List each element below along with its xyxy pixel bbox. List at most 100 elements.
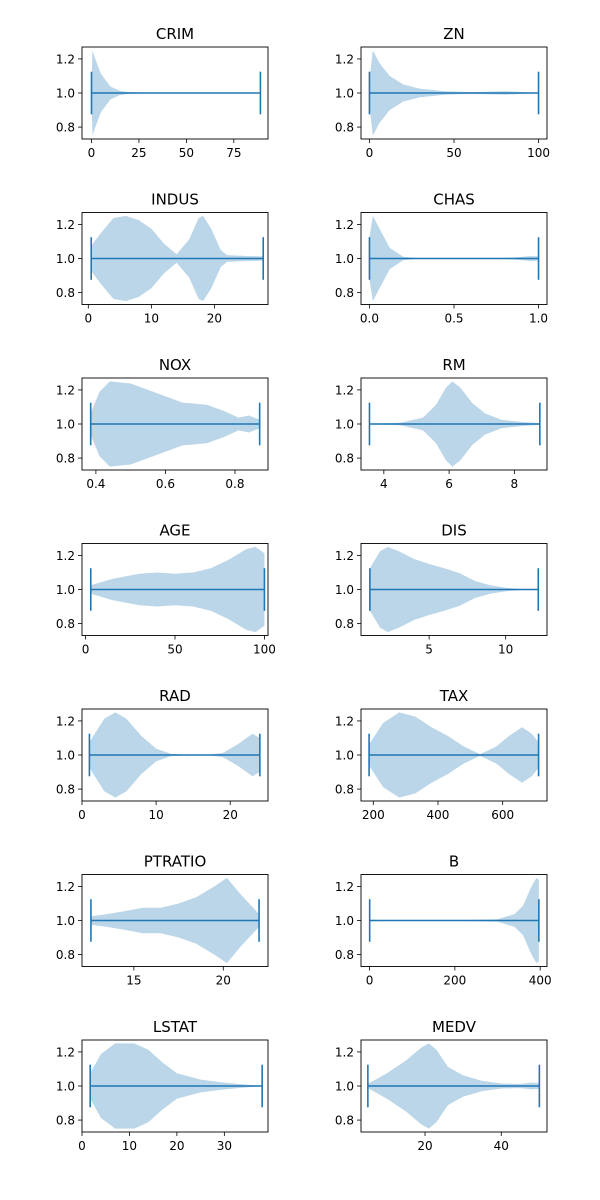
x-tick-label: 0 — [82, 643, 90, 657]
y-tick-label: 1.0 — [335, 1080, 354, 1094]
x-tick-label: 0 — [366, 146, 374, 160]
y-tick-label: 0.8 — [56, 783, 75, 797]
x-tick-label: 200 — [362, 808, 385, 822]
x-tick-label: 600 — [491, 808, 514, 822]
x-tick-label: 1.0 — [529, 312, 548, 326]
x-tick-label: 25 — [131, 146, 146, 160]
x-tick-label: 20 — [207, 312, 222, 326]
subplot-age: AGE 0 50 100 0.8 1.0 1.2 — [56, 522, 276, 657]
x-tick-label: 10 — [122, 1139, 137, 1153]
subplot-zn: ZN 0 50 100 0.8 1.0 1.2 — [335, 25, 550, 160]
x-tick-label: 400 — [427, 808, 450, 822]
y-tick-label: 1.2 — [56, 880, 75, 894]
x-tick-label: 20 — [223, 808, 238, 822]
y-tick-label: 0.8 — [335, 617, 354, 631]
x-tick-label: 10 — [148, 808, 163, 822]
y-tick-label: 0.8 — [56, 452, 75, 466]
y-tick-label: 1.2 — [335, 52, 354, 66]
subplot-title: NOX — [159, 356, 191, 374]
y-tick-label: 0.8 — [335, 783, 354, 797]
y-tick-label: 0.8 — [335, 948, 354, 962]
x-tick-label: 5 — [425, 643, 433, 657]
y-tick-label: 0.8 — [335, 452, 354, 466]
x-tick-label: 50 — [167, 643, 182, 657]
y-tick-label: 1.0 — [56, 418, 75, 432]
y-tick-label: 0.8 — [335, 1114, 354, 1128]
subplot-rm: RM 4 6 8 0.8 1.0 1.2 — [335, 356, 548, 491]
x-tick-label: 400 — [529, 974, 552, 988]
subplot-rad: RAD 0 10 20 0.8 1.0 1.2 — [56, 687, 269, 822]
y-tick-label: 1.0 — [335, 583, 354, 597]
subplot-title: MEDV — [432, 1018, 477, 1036]
x-tick-label: 15 — [126, 974, 141, 988]
y-tick-label: 1.0 — [335, 749, 354, 763]
subplot-title: AGE — [159, 522, 190, 540]
y-tick-label: 1.2 — [335, 549, 354, 563]
y-tick-label: 1.0 — [56, 1080, 75, 1094]
subplot-nox: NOX 0.4 0.6 0.8 0.8 1.0 1.2 — [56, 356, 269, 491]
x-tick-label: 8 — [511, 477, 519, 491]
y-tick-label: 1.0 — [56, 583, 75, 597]
subplot-b: B 0 200 400 0.8 1.0 1.2 — [335, 853, 552, 988]
x-tick-label: 200 — [443, 974, 466, 988]
y-tick-label: 1.0 — [335, 418, 354, 432]
subplot-dis: DIS 5 10 0.8 1.0 1.2 — [335, 522, 548, 657]
x-tick-label: 0.5 — [444, 312, 463, 326]
subplot-title: ZN — [443, 25, 465, 43]
y-tick-label: 0.8 — [56, 948, 75, 962]
y-tick-label: 0.8 — [56, 121, 75, 135]
y-tick-label: 1.0 — [56, 252, 75, 266]
y-tick-label: 1.0 — [56, 749, 75, 763]
y-tick-label: 0.8 — [56, 286, 75, 300]
subplot-indus: INDUS 0 10 20 0.8 1.0 1.2 — [56, 191, 269, 326]
y-tick-label: 1.0 — [335, 252, 354, 266]
subplot-title: CHAS — [433, 191, 475, 209]
y-tick-label: 1.2 — [56, 714, 75, 728]
subplot-tax: TAX 200 400 600 0.8 1.0 1.2 — [335, 687, 548, 822]
y-tick-label: 1.2 — [335, 218, 354, 232]
x-tick-label: 100 — [253, 643, 276, 657]
subplot-title: B — [449, 853, 459, 871]
x-tick-label: 75 — [226, 146, 241, 160]
x-tick-label: 10 — [498, 643, 513, 657]
y-tick-label: 1.0 — [56, 914, 75, 928]
x-tick-label: 20 — [169, 1139, 184, 1153]
x-tick-label: 0.6 — [156, 477, 175, 491]
x-tick-label: 10 — [144, 312, 159, 326]
x-tick-label: 20 — [216, 974, 231, 988]
x-tick-label: 0 — [78, 1139, 86, 1153]
x-tick-label: 30 — [217, 1139, 232, 1153]
x-tick-label: 0 — [366, 974, 374, 988]
x-tick-label: 6 — [445, 477, 453, 491]
y-tick-label: 1.2 — [56, 1045, 75, 1059]
y-tick-label: 1.2 — [56, 383, 75, 397]
y-tick-label: 1.2 — [56, 218, 75, 232]
subplot-title: PTRATIO — [144, 853, 207, 871]
x-tick-label: 0.8 — [225, 477, 244, 491]
y-tick-label: 1.0 — [335, 87, 354, 101]
subplot-title: RM — [442, 356, 465, 374]
subplot-title: RAD — [159, 687, 191, 705]
x-tick-label: 0 — [88, 146, 96, 160]
y-tick-label: 1.2 — [335, 880, 354, 894]
subplot-lstat: LSTAT 0 10 20 30 0.8 1.0 1.2 — [56, 1018, 269, 1153]
y-tick-label: 1.0 — [335, 914, 354, 928]
x-tick-label: 0 — [78, 808, 86, 822]
y-tick-label: 1.2 — [335, 1045, 354, 1059]
subplot-title: LSTAT — [153, 1018, 198, 1036]
y-tick-label: 0.8 — [335, 121, 354, 135]
x-tick-label: 40 — [494, 1139, 509, 1153]
y-tick-label: 1.2 — [335, 714, 354, 728]
x-tick-label: 0.4 — [86, 477, 105, 491]
subplot-medv: MEDV 20 40 0.8 1.0 1.2 — [335, 1018, 548, 1153]
subplot-ptratio: PTRATIO 15 20 0.8 1.0 1.2 — [56, 853, 269, 988]
x-tick-label: 0.0 — [360, 312, 379, 326]
x-tick-label: 50 — [446, 146, 461, 160]
x-tick-label: 0 — [84, 312, 92, 326]
subplot-crim: CRIM 0 25 50 75 0.8 1.0 1.2 — [56, 25, 269, 160]
y-tick-label: 0.8 — [56, 1114, 75, 1128]
subplot-title: DIS — [441, 522, 467, 540]
subplot-chas: CHAS 0.0 0.5 1.0 0.8 1.0 1.2 — [335, 191, 548, 326]
x-tick-label: 20 — [417, 1139, 432, 1153]
